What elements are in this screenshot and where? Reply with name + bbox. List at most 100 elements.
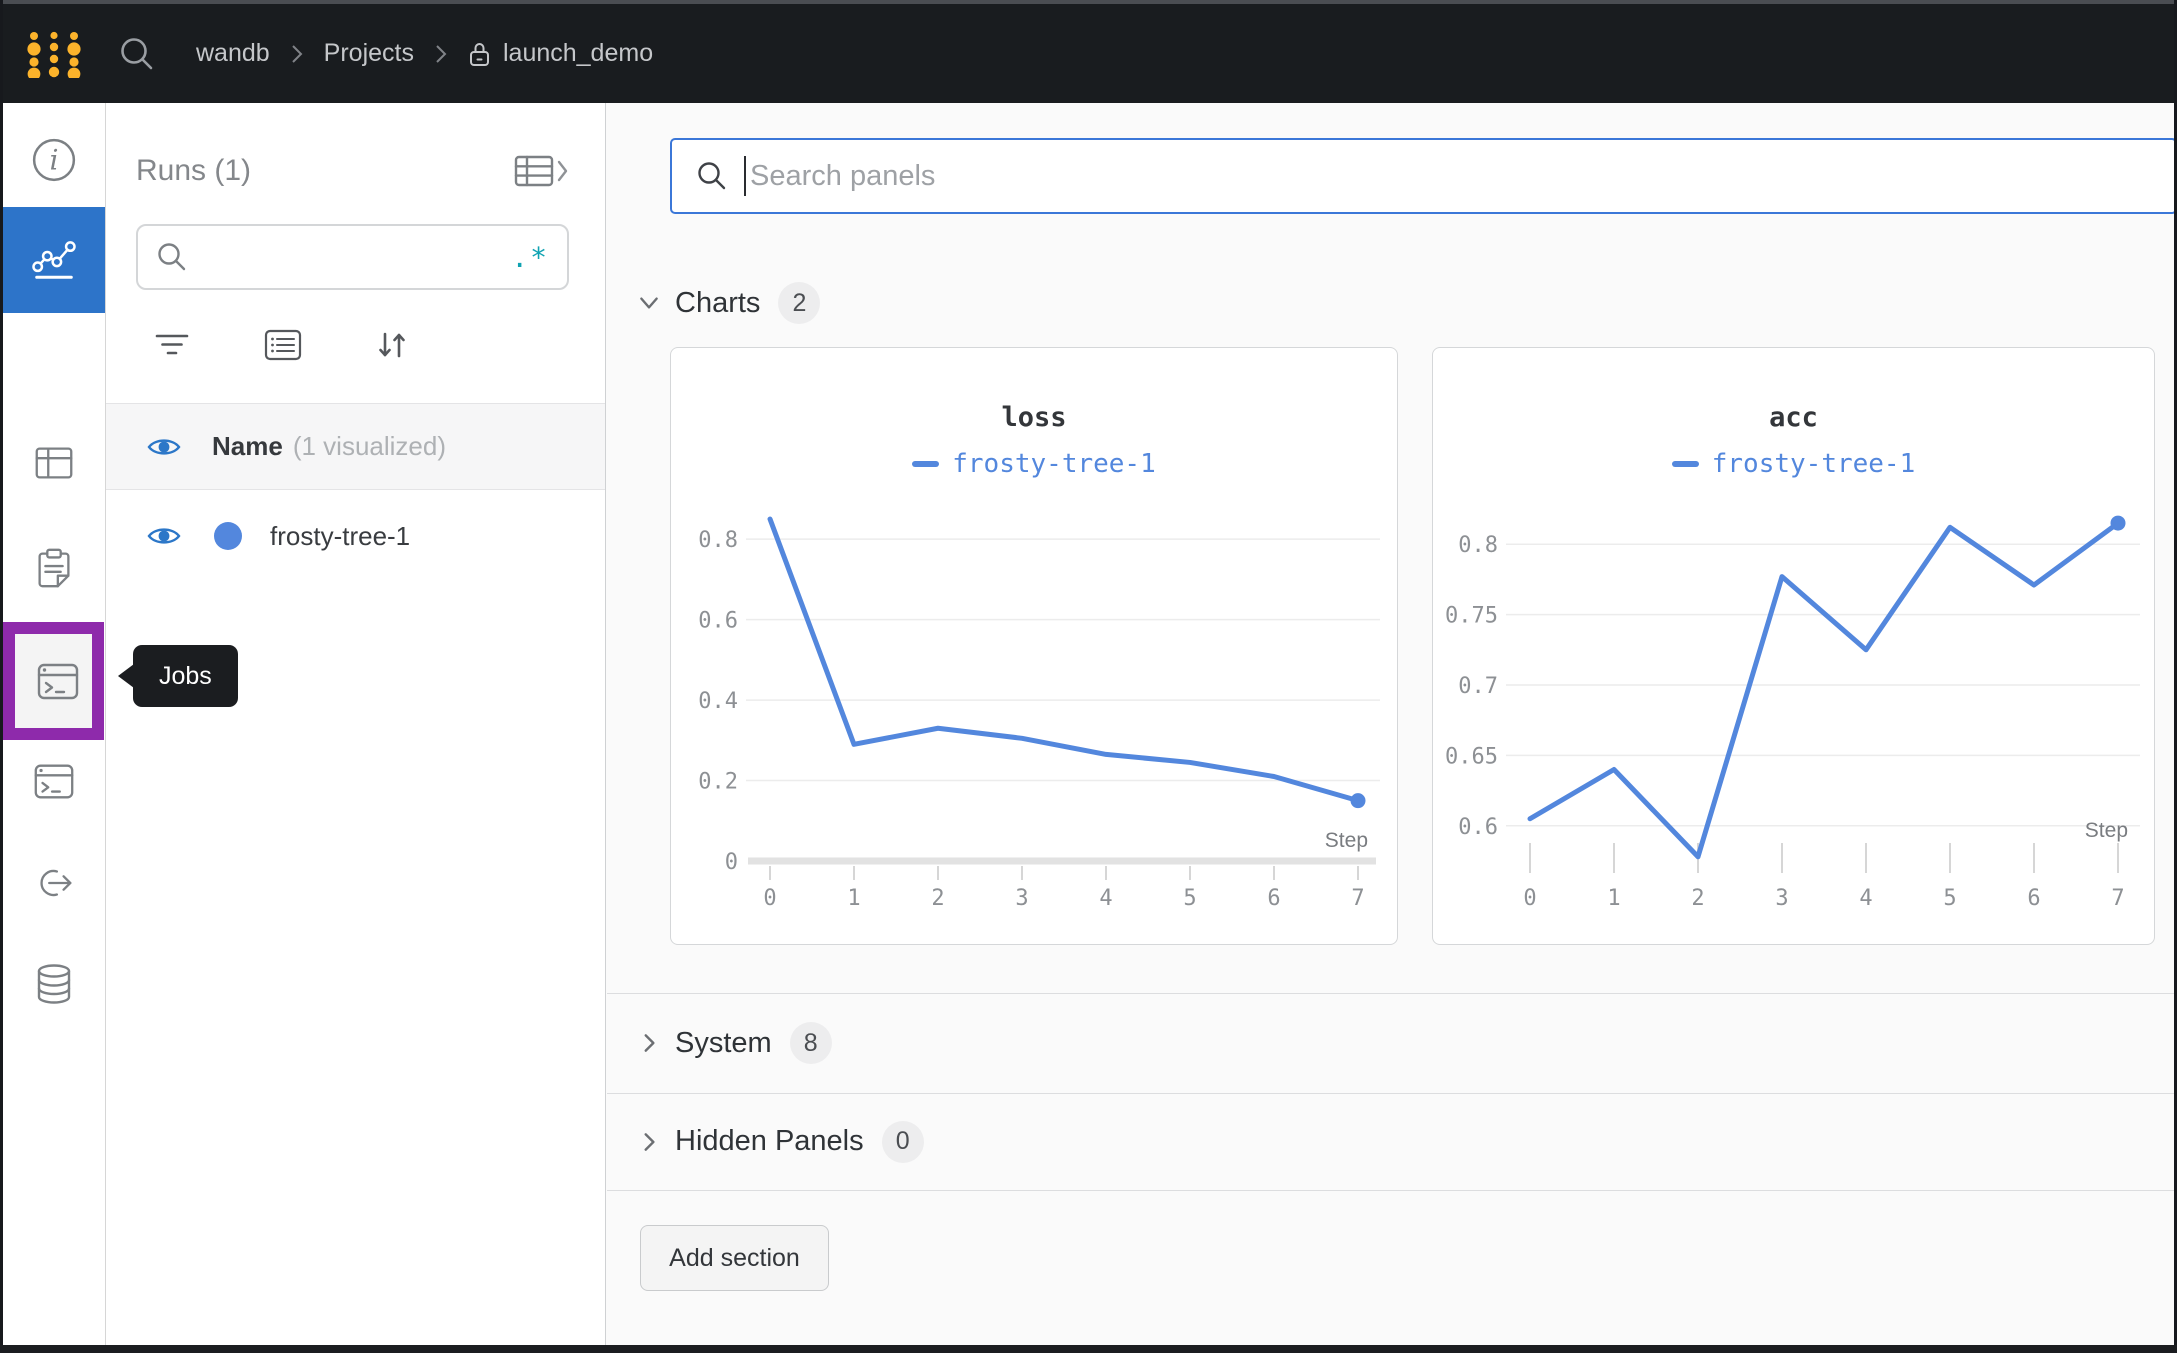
search-icon [698, 162, 726, 190]
svg-text:0.6: 0.6 [698, 609, 738, 634]
runs-search-box: .* [136, 224, 569, 290]
panel-search-input[interactable] [750, 159, 2151, 193]
section-divider [607, 993, 2174, 994]
wandb-logo-icon[interactable] [26, 30, 82, 78]
svg-text:Step: Step [2084, 819, 2127, 842]
section-label: System [675, 1026, 772, 1059]
eye-visibility-icon[interactable] [146, 434, 182, 460]
svg-text:4: 4 [1099, 886, 1112, 911]
chevron-right-icon [644, 1034, 655, 1052]
run-row-frosty-tree-1[interactable]: frosty-tree-1 [106, 491, 605, 581]
section-divider [607, 1093, 2174, 1094]
window-border-bottom [0, 1345, 2177, 1353]
sidebar-item-runs-table[interactable] [3, 413, 105, 513]
breadcrumb-project-name[interactable]: launch_demo [502, 39, 654, 67]
chart-title: loss [1001, 402, 1067, 433]
loss-chart-plot: 0 0.2 0.4 0.6 0.8 0 1 2 3 4 5 6 7 Step [698, 516, 1380, 911]
svg-text:i: i [49, 143, 58, 176]
run-color-dot[interactable] [214, 522, 242, 550]
acc-chart-panel[interactable]: acc frosty-tree-1 0.6 0.65 0.7 0.75 0.8 0 1 2 3 4… [1432, 347, 2155, 945]
legend-dash-icon [1671, 461, 1699, 467]
panel-search-box [670, 138, 2174, 214]
chevron-down-icon [640, 297, 658, 309]
column-header-visualized-count: (1 visualized) [292, 431, 446, 461]
group-list-icon[interactable] [262, 328, 304, 362]
svg-text:0: 0 [1523, 886, 1536, 911]
workspace-chart-icon [32, 241, 76, 279]
broom-icon [40, 660, 66, 694]
svg-text:1: 1 [847, 886, 860, 911]
chart-legend: frosty-tree-1 [671, 449, 1397, 479]
window-border-right [2174, 0, 2177, 1353]
filter-icon[interactable] [152, 328, 192, 362]
add-section-button[interactable]: Add section [640, 1225, 829, 1291]
expand-runs-table-icon[interactable] [513, 153, 569, 189]
breadcrumb-projects[interactable]: Projects [323, 39, 414, 67]
chevron-right-icon [644, 1132, 655, 1151]
window-border-top [0, 0, 2177, 4]
loss-chart-panel[interactable]: loss frosty-tree-1 0 0.2 0.4 0.6 0.8 0 1 2 3 4 5 6 7… [670, 347, 1398, 945]
clipboard-icon [38, 548, 70, 588]
sidebar-item-reports[interactable] [3, 518, 105, 618]
search-icon [158, 243, 186, 271]
svg-text:0.8: 0.8 [1458, 533, 1498, 558]
jobs-tooltip-label: Jobs [159, 661, 212, 690]
svg-text:0.4: 0.4 [698, 689, 738, 714]
top-navigation-bar: wandb Projects launch_demo [0, 4, 2177, 103]
svg-text:0.6: 0.6 [1458, 815, 1498, 840]
sidebar-item-sweeps[interactable] [3, 628, 105, 728]
breadcrumb-entity[interactable]: wandb [196, 39, 270, 67]
svg-text:0.75: 0.75 [1445, 604, 1498, 629]
svg-text:5: 5 [1183, 886, 1196, 911]
sidebar-item-overview[interactable]: i [3, 110, 105, 210]
runs-sidebar-panel: Runs (1) .* [106, 103, 606, 1345]
chevron-right-icon [436, 44, 447, 63]
launch-link-icon [40, 869, 72, 897]
section-count-badge: 8 [789, 1022, 832, 1064]
sidebar-item-jobs[interactable] [3, 732, 105, 832]
svg-text:5: 5 [1943, 886, 1956, 911]
section-header-system[interactable]: System 8 [637, 1022, 832, 1064]
svg-text:2: 2 [1691, 886, 1704, 911]
section-label: Hidden Panels [675, 1125, 864, 1157]
acc-chart-plot: 0.6 0.65 0.7 0.75 0.8 0 1 2 3 4 5 6 7 Step [1445, 515, 2140, 911]
svg-text:0.7: 0.7 [1458, 674, 1498, 699]
eye-visibility-icon[interactable] [146, 523, 182, 549]
svg-text:0.65: 0.65 [1445, 744, 1498, 769]
sidebar-item-launch[interactable] [3, 833, 105, 933]
window-border-left [0, 0, 3, 1353]
svg-text:3: 3 [1015, 886, 1028, 911]
search-icon[interactable] [118, 35, 156, 73]
svg-text:4: 4 [1859, 886, 1872, 911]
sidebar-item-workspace[interactable] [3, 207, 105, 313]
runs-search-input[interactable] [200, 241, 500, 273]
section-header-hidden-panels[interactable]: Hidden Panels 0 [637, 1120, 924, 1163]
jobs-terminal-icon [34, 764, 74, 799]
project-sidebar: i [3, 103, 106, 1345]
table-icon [35, 447, 73, 479]
database-icon [37, 964, 71, 1004]
svg-text:0.8: 0.8 [698, 528, 738, 553]
legend-run-label: frosty-tree-1 [952, 449, 1156, 479]
section-row-system: System 8 [637, 993, 2174, 1093]
section-header-charts[interactable]: Charts 2 [637, 281, 821, 325]
workspace-main-area: Charts 2 loss frosty-tree-1 00.20.40.60.… [607, 103, 2174, 1345]
sort-icon[interactable] [374, 328, 410, 362]
sidebar-item-artifacts[interactable] [3, 934, 105, 1034]
lock-icon [469, 42, 489, 66]
runs-panel-title: Runs (1) [136, 154, 252, 187]
run-name: frosty-tree-1 [270, 520, 411, 551]
chart-title: acc [1769, 402, 1818, 433]
regex-toggle-icon[interactable]: .* [511, 240, 549, 274]
legend-dash-icon [912, 461, 940, 467]
section-row-hidden-panels: Hidden Panels 0 [637, 1093, 2174, 1190]
column-header-name: Name [212, 431, 283, 461]
breadcrumb: wandb Projects launch_demo [196, 39, 653, 68]
section-count-badge: 2 [778, 282, 821, 324]
charts-grid: loss frosty-tree-1 0 0.2 0.4 0.6 0.8 0 1 2 3 4 5 6 7… [670, 347, 2155, 945]
jobs-tooltip: Jobs [118, 645, 238, 707]
text-caret [744, 156, 746, 196]
svg-text:0: 0 [763, 886, 776, 911]
legend-run-label: frosty-tree-1 [1711, 449, 1916, 479]
svg-text:Step: Step [1325, 829, 1368, 852]
